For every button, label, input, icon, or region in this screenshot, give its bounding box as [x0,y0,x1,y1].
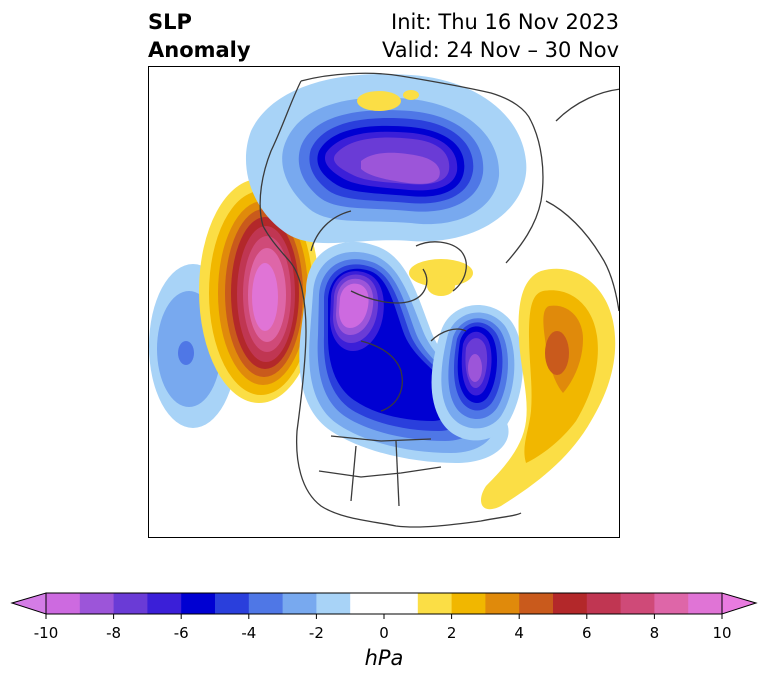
colorbar-tick-label: -2 [308,624,324,642]
map-title: SLP Anomaly [148,8,251,64]
colorbar-tick-label: 0 [379,624,389,642]
colorbar-over-arrow [721,592,758,615]
colorbar-segment [282,593,317,614]
coastlines [259,72,619,528]
arctic-high [357,90,419,111]
colorbar-segment [46,593,81,614]
colorbar-segment [654,593,689,614]
title-line-1: SLP [148,10,192,34]
north-pacific-high [199,179,319,403]
colorbar-segment [316,593,351,614]
colorbar-segment [485,593,520,614]
colorbar [10,592,758,619]
colorbar-segment [688,593,723,614]
north-atlantic-high [481,268,616,510]
map-canvas [149,72,619,528]
colorbar-under-arrow [10,592,47,615]
colorbar-segment [181,593,216,614]
colorbar-tick-label: 4 [514,624,524,642]
valid-range: Valid: 24 Nov – 30 Nov [382,38,619,62]
forecast-dates: Init: Thu 16 Nov 2023 Valid: 24 Nov – 30… [382,8,619,64]
colorbar-tick-label: -10 [33,624,59,642]
greenland-high [409,259,473,296]
colorbar-segment [553,593,588,614]
colorbar-segment [147,593,182,614]
colorbar-segment [113,593,148,614]
colorbar-segment [417,593,453,614]
arctic-low [245,73,527,244]
colorbar-tick-label: 10 [712,624,732,642]
slp-anomaly-map [148,66,620,538]
colorbar-unit: hPa [364,646,404,670]
init-date: Init: Thu 16 Nov 2023 [391,10,619,34]
colorbar-segment [215,593,250,614]
colorbar-segment [248,593,284,614]
colorbar-segment [519,593,554,614]
colorbar-segment [620,593,655,614]
colorbar-tick-label: -4 [241,624,257,642]
colorbar-tick-label: -8 [106,624,122,642]
colorbar-segment [350,593,419,614]
colorbar-tick-label: 6 [582,624,592,642]
title-line-2: Anomaly [148,38,251,62]
colorbar-tick-label: -6 [173,624,189,642]
colorbar-segment [586,593,622,614]
colorbar-tick-label: 2 [446,624,457,642]
colorbar-tick-label: 8 [649,624,660,642]
colorbar-segment [451,593,486,614]
labrador-low [431,304,523,441]
colorbar-segment [79,593,115,614]
